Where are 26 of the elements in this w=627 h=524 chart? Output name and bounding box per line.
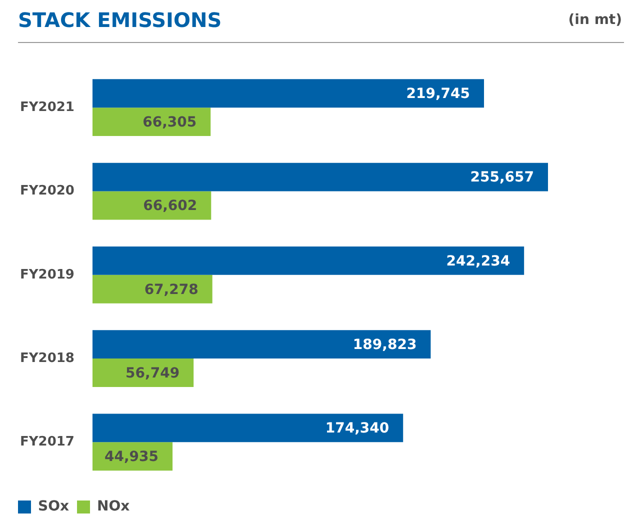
data-label: 242,234 [446,253,510,270]
y-tick-label: FY2017 [20,434,74,450]
data-label: 255,657 [470,170,534,186]
y-tick-label: FY2019 [20,267,74,282]
data-label: 44,935 [104,449,159,466]
data-label: 66,305 [142,114,197,130]
data-label: 67,278 [144,282,198,298]
bar [92,246,524,275]
bar [92,79,484,108]
bar [92,414,404,442]
bar [92,330,431,359]
data-label: 66,602 [143,198,198,214]
y-tick-label: FY2020 [20,184,74,199]
data-label: 219,745 [406,86,470,102]
legend-label: SOx [38,498,70,515]
bar [92,274,212,304]
legend-label: NOx [97,498,130,515]
data-label: 56,749 [126,365,180,382]
data-label: 189,823 [352,336,417,353]
chart-title: STACK EMISSIONS [18,8,222,32]
y-tick-label: FY2021 [20,100,74,115]
bar [92,162,548,192]
text: (in mt) [568,12,622,28]
bar [92,108,211,136]
y-tick-label: FY2018 [20,350,74,366]
data-label: 174,340 [325,420,390,437]
